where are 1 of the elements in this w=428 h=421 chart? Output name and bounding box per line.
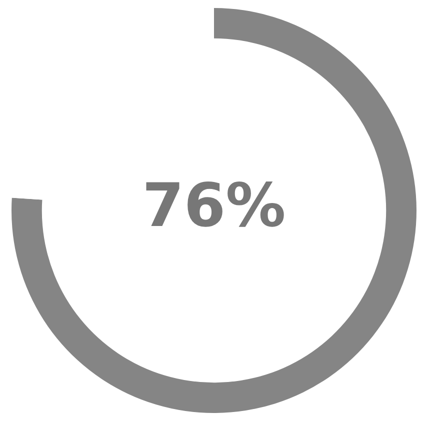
text: 76% xyxy=(142,171,286,242)
